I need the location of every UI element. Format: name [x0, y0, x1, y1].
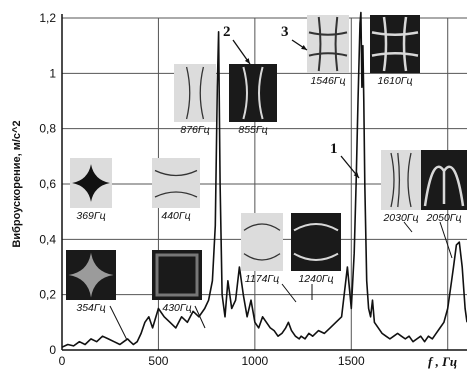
mode-image-label: 2050Гц: [425, 212, 461, 224]
nodal-line-shape: [185, 66, 205, 120]
annotation-number: 3: [281, 24, 289, 40]
mode-image-panel: [370, 15, 420, 73]
nodal-line-shape: [293, 223, 339, 261]
y-tick-label: 0,2: [39, 288, 56, 302]
annotations: 1 2 3: [109, 24, 453, 341]
mode-image-label: 440Гц: [161, 210, 190, 222]
mode-image-panel: [152, 250, 202, 300]
mode-image-label: 354Гц: [76, 302, 105, 314]
nodal-line-shape: [72, 164, 110, 202]
y-tick-label: 0,4: [39, 232, 56, 246]
mode-image: 430Гц: [152, 250, 202, 314]
nodal-line-shape: [308, 16, 348, 72]
leader-line: [281, 283, 297, 303]
mode-image-label: 1546Гц: [310, 75, 345, 87]
mode-image-label: 855Гц: [238, 124, 267, 136]
mode-shape-images: 369Гц 440Гц 354Гц 430Гц 876Гц 855Гц 1546Гц 1610…: [66, 15, 467, 314]
mode-image: 354Гц: [66, 250, 116, 314]
y-tick-label: 0,6: [39, 177, 56, 191]
mode-image-panel: [241, 213, 283, 271]
x-tick-label: 1500: [338, 354, 365, 368]
nodal-line-shape: [68, 252, 114, 298]
mode-image-label: 369Гц: [76, 210, 105, 222]
mode-image-label: 2030Гц: [382, 212, 418, 224]
annotation-arrowhead: [301, 44, 307, 50]
nodal-line-shape: [390, 152, 412, 208]
data-line: [61, 11, 467, 348]
mode-image-panel: [307, 15, 349, 73]
leader-line: [439, 221, 453, 259]
mode-image: 2030Гц: [381, 150, 421, 224]
y-tick-label: 1: [49, 66, 56, 80]
mode-image: 1546Гц: [307, 15, 349, 87]
y-tick-label: 0,8: [39, 122, 56, 136]
mode-image-panel: [381, 150, 421, 210]
leader-line: [109, 305, 128, 341]
mode-image: 369Гц: [70, 158, 112, 222]
mode-image: 855Гц: [229, 64, 277, 136]
mode-image: 1174Гц: [241, 213, 283, 285]
leader-line: [403, 221, 413, 233]
annotation-arrowhead: [353, 172, 359, 178]
mode-image-panel: [291, 213, 341, 271]
axes: [61, 14, 467, 351]
tick-labels: 0 0,2 0,4 0,6 0,8 1 1,2 0 500 1000 1500: [39, 11, 365, 368]
x-tick-label: 1000: [242, 354, 269, 368]
nodal-line-shape: [371, 16, 419, 72]
mode-image-label: 1174Гц: [245, 273, 279, 285]
mode-image: 1240Гц: [291, 213, 341, 285]
nodal-line-shape: [155, 253, 199, 297]
mode-image: 440Гц: [152, 158, 200, 222]
mode-image-label: 1240Гц: [298, 273, 333, 285]
x-axis-label: f , Гц: [428, 354, 457, 369]
mode-image: 1610Гц: [370, 15, 420, 87]
x-tick-label: 500: [148, 354, 168, 368]
leader-line: [194, 305, 206, 329]
annotation-arrowhead: [244, 58, 250, 64]
nodal-line-shape: [423, 165, 465, 207]
y-tick-label: 1,2: [39, 11, 56, 25]
nodal-line-shape: [242, 66, 264, 120]
mode-image-panel: [152, 158, 200, 208]
mode-image: 876Гц: [174, 64, 216, 136]
mode-image-label: 876Гц: [180, 124, 209, 136]
mode-image-panel: [229, 64, 277, 122]
annotation-number: 2: [223, 24, 231, 40]
mode-image-label: 430Гц: [162, 302, 191, 314]
nodal-line-shape: [154, 169, 198, 198]
annotation-number: 1: [330, 141, 338, 157]
mode-image: 2050Гц: [421, 150, 467, 224]
mode-image-panel: [174, 64, 216, 122]
y-axis-label: Виброускорение, м/с^2: [11, 120, 23, 247]
y-tick-label: 0: [49, 343, 56, 357]
mode-image-label: 1610Гц: [377, 75, 412, 87]
x-tick-label: 0: [59, 354, 66, 368]
nodal-line-shape: [243, 223, 281, 261]
series-group: [61, 11, 467, 348]
